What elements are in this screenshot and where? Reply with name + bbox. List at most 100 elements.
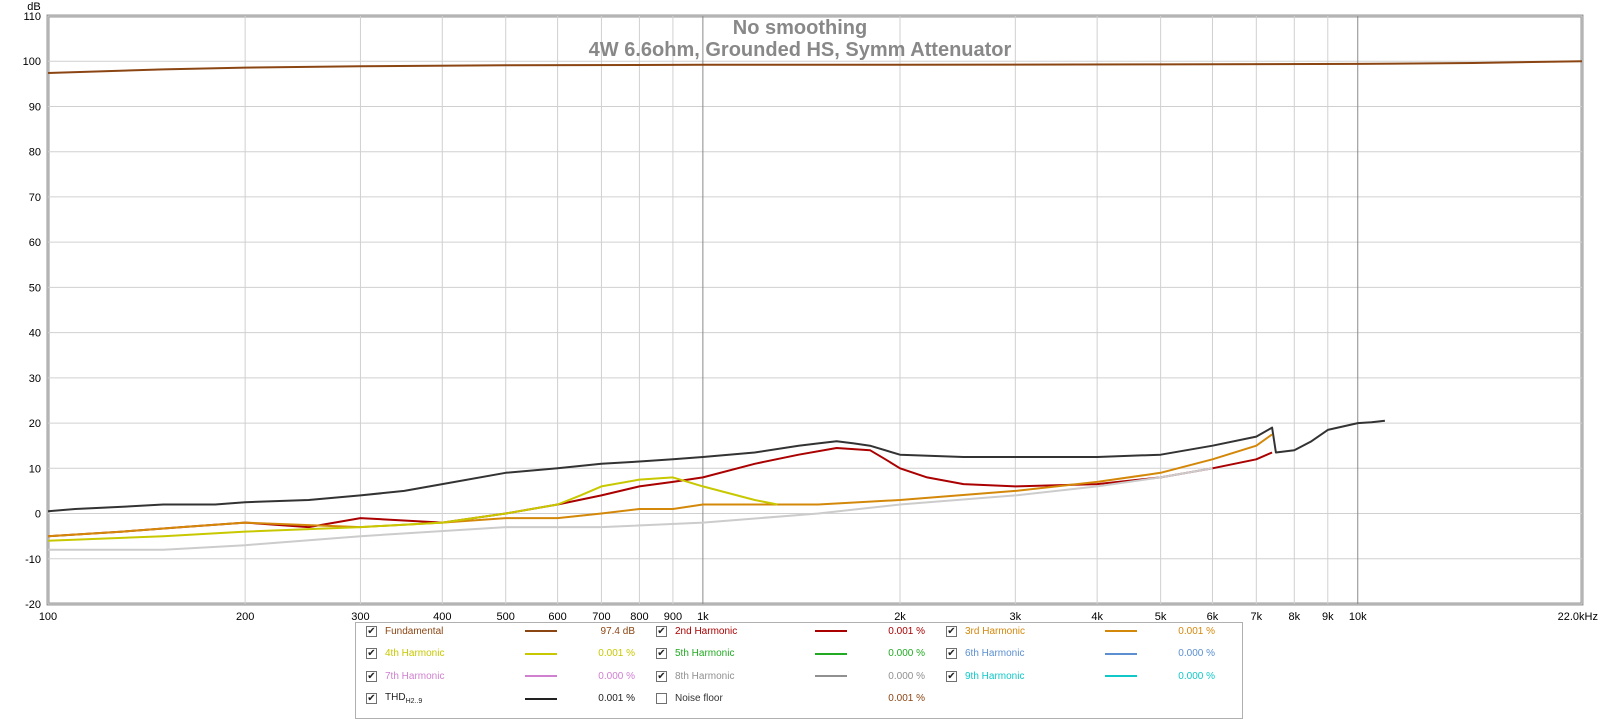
legend-swatch xyxy=(815,698,847,700)
y-tick-label: 50 xyxy=(29,282,41,294)
x-tick-label: 100 xyxy=(39,611,57,620)
legend-checkbox[interactable]: ✔ xyxy=(946,648,957,659)
legend-item: ✔ 4th Harmonic 0.001 % xyxy=(366,645,635,663)
legend-value: 0.000 % xyxy=(888,648,925,659)
x-tick-label: 300 xyxy=(351,611,369,620)
x-tick-label: 2k xyxy=(894,611,906,620)
legend-value: 0.001 % xyxy=(888,625,925,637)
x-tick-label: 1k xyxy=(697,611,709,620)
legend-value: 97.4 dB xyxy=(600,625,635,637)
y-tick-label: 80 xyxy=(29,147,41,159)
legend-item: ✔ 8th Harmonic 0.000 % xyxy=(656,667,925,685)
x-tick-label: 22.0kHz xyxy=(1558,611,1598,620)
legend-swatch xyxy=(1105,630,1137,632)
x-tick-label: 9k xyxy=(1322,611,1334,620)
y-tick-label: -10 xyxy=(25,554,41,566)
legend-checkbox[interactable]: ✔ xyxy=(656,648,667,659)
legend: ✔ Fundamental 97.4 dB ✔ 2nd Harmonic 0.001 % ✔… xyxy=(355,622,1243,719)
legend-value: 0.001 % xyxy=(888,693,925,704)
x-tick-label: 10k xyxy=(1349,611,1367,620)
legend-value: 0.000 % xyxy=(888,670,925,682)
legend-item: ✔ 9th Harmonic 0.000 % xyxy=(946,667,1215,685)
legend-series-name: 2nd Harmonic xyxy=(675,625,738,637)
grid xyxy=(47,15,1583,605)
legend-series-name: 4th Harmonic xyxy=(385,648,445,659)
y-tick-label: 0 xyxy=(35,509,41,521)
y-tick-label: 30 xyxy=(29,373,41,385)
series-line xyxy=(47,419,1386,513)
y-tick-label: 100 xyxy=(23,56,41,68)
y-tick-label: 70 xyxy=(29,192,41,204)
y-tick-label: 110 xyxy=(23,11,41,23)
legend-item: ✔ 5th Harmonic 0.000 % xyxy=(656,645,925,663)
legend-checkbox[interactable]: ✔ xyxy=(656,670,667,682)
legend-checkbox[interactable]: ✔ xyxy=(366,648,377,659)
legend-series-name: 8th Harmonic xyxy=(675,670,735,682)
legend-checkbox[interactable]: ✔ xyxy=(366,670,377,682)
legend-checkbox[interactable] xyxy=(656,693,667,704)
legend-swatch xyxy=(525,652,557,655)
legend-swatch xyxy=(815,630,847,632)
legend-series-name: 6th Harmonic xyxy=(965,648,1025,659)
chart-canvas: No smoothing 4W 6.6ohm, Grounded HS, Sym… xyxy=(23,1,1598,620)
legend-series-name: 9th Harmonic xyxy=(965,670,1025,682)
x-tick-label: 200 xyxy=(236,611,254,620)
legend-item: Noise floor 0.001 % xyxy=(656,690,925,708)
series-line xyxy=(47,476,778,542)
x-tick-label: 4k xyxy=(1091,611,1103,620)
legend-value: 0.001 % xyxy=(598,648,635,659)
legend-item: ✔ 2nd Harmonic 0.001 % xyxy=(656,622,925,640)
legend-series-name: THDH2..9 xyxy=(385,692,423,705)
y-tick-label: 20 xyxy=(29,418,41,430)
series-lines xyxy=(47,60,1583,551)
x-tick-label: 5k xyxy=(1155,611,1167,620)
x-tick-label: 3k xyxy=(1010,611,1022,620)
legend-swatch xyxy=(1105,652,1137,655)
y-tick-label: 60 xyxy=(29,237,41,249)
y-tick-label: 40 xyxy=(29,328,41,340)
y-tick-label: -20 xyxy=(25,599,41,611)
x-tick-label: 800 xyxy=(630,611,648,620)
x-tick-label: 500 xyxy=(497,611,515,620)
legend-item: ✔ 6th Harmonic 0.000 % xyxy=(946,645,1215,663)
legend-value: 0.001 % xyxy=(1178,625,1215,637)
y-tick-label: 90 xyxy=(29,101,41,113)
x-tick-label: 8k xyxy=(1288,611,1300,620)
chart-subtitle: 4W 6.6ohm, Grounded HS, Symm Attenuator xyxy=(589,39,1012,61)
legend-item: ✔ 3rd Harmonic 0.001 % xyxy=(946,622,1215,640)
x-tick-label: 600 xyxy=(548,611,566,620)
legend-value: 0.000 % xyxy=(1178,648,1215,659)
y-axis-label: dB xyxy=(27,1,40,13)
legend-checkbox[interactable]: ✔ xyxy=(366,625,377,637)
plot-area xyxy=(46,14,1584,606)
legend-swatch xyxy=(1105,675,1137,677)
legend-checkbox[interactable]: ✔ xyxy=(366,693,377,704)
legend-series-name: 7th Harmonic xyxy=(385,670,445,682)
legend-checkbox[interactable]: ✔ xyxy=(946,625,957,637)
legend-item: ✔ THDH2..9 0.001 % xyxy=(366,690,635,708)
legend-value: 0.000 % xyxy=(598,670,635,682)
x-tick-label: 700 xyxy=(592,611,610,620)
x-tick-label: 7k xyxy=(1251,611,1263,620)
x-tick-label: 6k xyxy=(1207,611,1219,620)
x-ticks: 100 200 300 400 500 600 700 800 900 1k 2k 3k 4k 5k 6k 7… xyxy=(39,611,1598,620)
legend-series-name: Noise floor xyxy=(675,693,723,704)
legend-item: ✔ 7th Harmonic 0.000 % xyxy=(366,667,635,685)
y-tick-label: 10 xyxy=(29,463,41,475)
legend-item: ✔ Fundamental 97.4 dB xyxy=(366,622,635,640)
legend-swatch xyxy=(815,652,847,655)
legend-checkbox[interactable]: ✔ xyxy=(946,670,957,682)
legend-value: 0.001 % xyxy=(598,693,635,704)
legend-swatch xyxy=(525,697,557,700)
legend-swatch xyxy=(525,675,557,677)
x-tick-label: 900 xyxy=(664,611,682,620)
legend-checkbox[interactable]: ✔ xyxy=(656,625,667,637)
series-line xyxy=(47,60,1583,74)
legend-swatch xyxy=(525,630,557,632)
legend-value: 0.000 % xyxy=(1178,670,1215,682)
legend-series-name: Fundamental xyxy=(385,625,444,637)
legend-series-name: 3rd Harmonic xyxy=(965,625,1026,637)
legend-series-name: 5th Harmonic xyxy=(675,648,735,659)
chart-title: No smoothing xyxy=(733,17,867,39)
